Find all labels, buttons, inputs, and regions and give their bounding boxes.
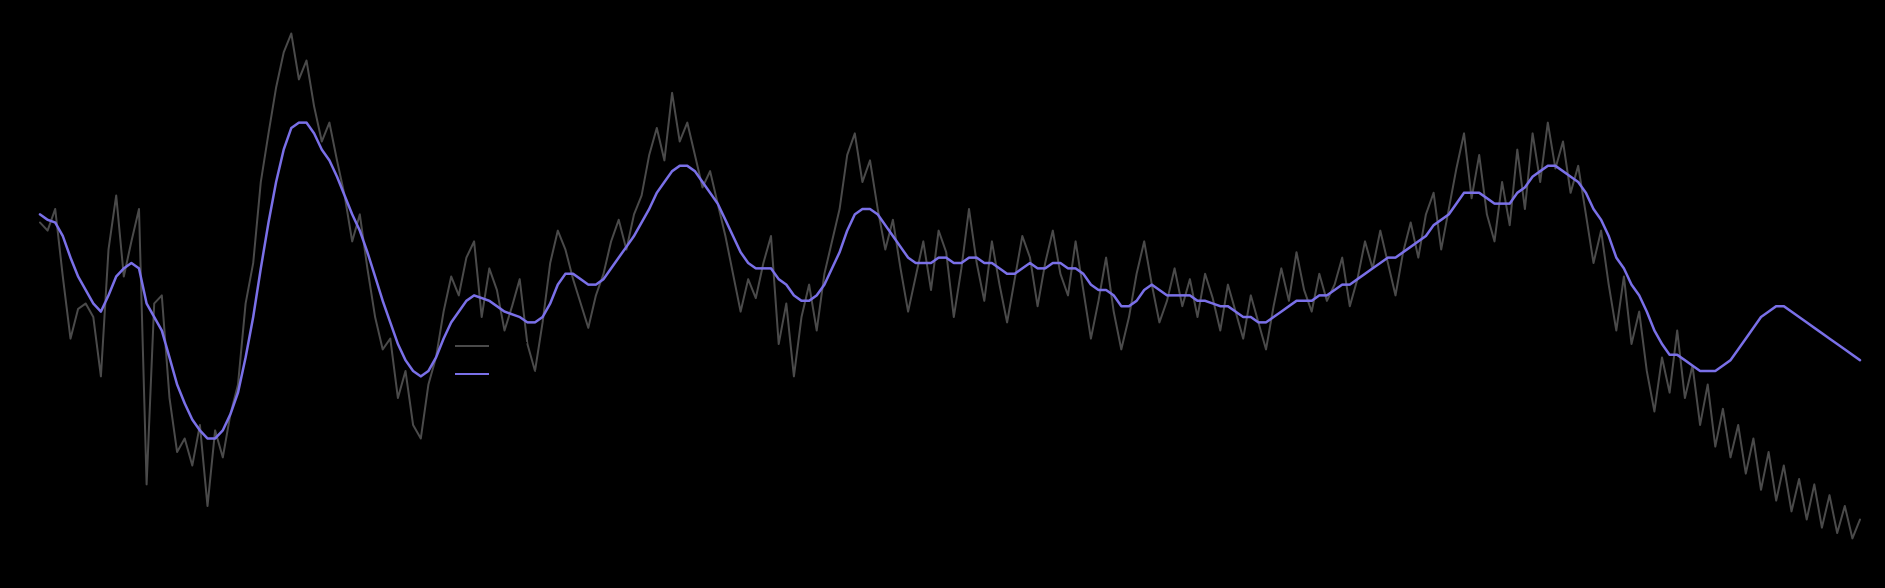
chart-background (0, 0, 1885, 588)
legend-label-smoothed: Smoothed (499, 365, 563, 381)
timeseries-chart: Raw Smoothed (0, 0, 1885, 588)
legend-label-raw: Raw (499, 337, 528, 353)
